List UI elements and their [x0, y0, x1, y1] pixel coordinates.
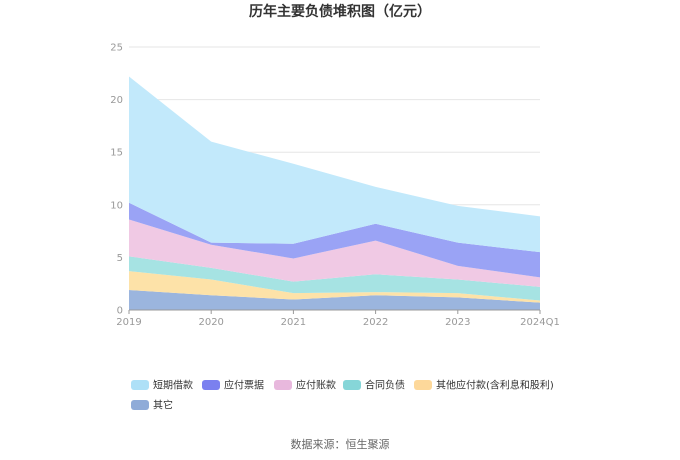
y-tick-label-10: 10	[110, 200, 123, 211]
area-series	[129, 76, 540, 310]
legend-swatch-其它	[131, 400, 149, 410]
legend-swatch-合同负债	[343, 380, 361, 390]
legend-label-其它: 其它	[153, 399, 173, 412]
legend: 短期借款 应付票据 应付账款 合同负债 其他应付款(含利息和股利) 其它	[131, 379, 554, 412]
area-合同负债	[129, 256, 540, 301]
area-应付票据	[129, 202, 540, 278]
legend-swatch-应付票据	[202, 380, 220, 390]
x-tick-label-2022: 2022	[363, 317, 388, 328]
x-tick-label-2020: 2020	[198, 317, 223, 328]
y-tick-label-0: 0	[117, 306, 123, 317]
chart-title: 历年主要负债堆积图（亿元）	[249, 3, 431, 20]
x-axis: 2019 2020 2021 2022 2023 2024Q1	[116, 309, 560, 328]
y-tick-label-15: 15	[110, 148, 123, 159]
legend-label-应付票据: 应付票据	[224, 379, 264, 392]
area-其他应付款-含利息和股利-	[129, 271, 540, 303]
area-其它	[129, 290, 540, 310]
area-短期借款	[129, 76, 540, 253]
legend-swatch-短期借款	[131, 380, 149, 390]
y-tick-label-25: 25	[110, 43, 123, 54]
data-source: 数据来源：恒生聚源	[291, 437, 390, 451]
y-axis: 0 5 10 15 20 25	[110, 43, 123, 317]
x-tick-label-2024Q1: 2024Q1	[520, 317, 560, 328]
x-tick-label-2023: 2023	[445, 317, 470, 328]
area-应付账款	[129, 219, 540, 287]
legend-label-合同负债: 合同负债	[365, 379, 405, 392]
y-tick-label-20: 20	[110, 95, 123, 106]
legend-swatch-应付账款	[274, 380, 292, 390]
x-tick-label-2021: 2021	[281, 317, 306, 328]
legend-label-短期借款: 短期借款	[153, 379, 193, 392]
legend-label-应付账款: 应付账款	[296, 379, 336, 392]
y-tick-label-5: 5	[117, 253, 123, 264]
x-tick-label-2019: 2019	[116, 317, 141, 328]
legend-swatch-其他应付款-含利息和股利-	[414, 380, 432, 390]
legend-label-其他应付款-含利息和股利-: 其他应付款(含利息和股利)	[436, 379, 554, 392]
